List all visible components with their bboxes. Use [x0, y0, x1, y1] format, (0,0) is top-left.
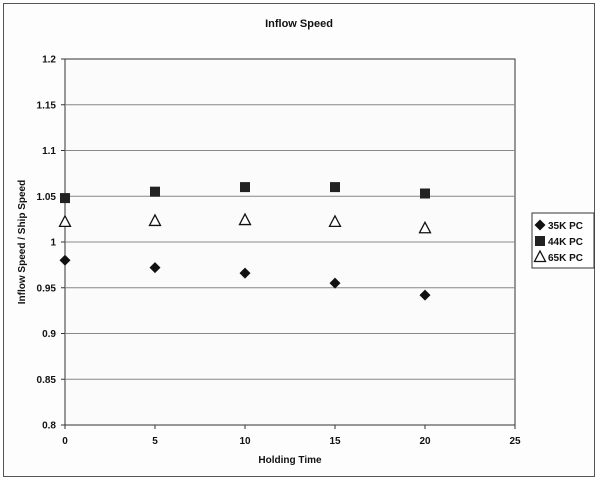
- x-tick-label: 25: [509, 436, 521, 447]
- legend-label: 65K PC: [548, 253, 583, 264]
- data-point: [58, 214, 72, 228]
- y-axis-title: Inflow Speed / Ship Speed: [17, 180, 28, 304]
- legend-label: 35K PC: [548, 221, 583, 232]
- data-point: [239, 267, 251, 279]
- data-point: [238, 212, 252, 226]
- data-point: [420, 188, 430, 199]
- y-tick-label: 1.2: [42, 55, 56, 66]
- y-tick-label: 0.95: [37, 283, 57, 294]
- y-tick-label: 0.8: [42, 421, 56, 432]
- y-tick-label: 0.9: [42, 329, 56, 340]
- x-tick-label: 0: [62, 436, 68, 447]
- y-axis-ticks: 0.8 0.85 0.9 0.95 1 1.05 1.1 1.15 1.2: [37, 55, 65, 432]
- x-axis-ticks: 0 5 10 15 20 25: [62, 425, 521, 447]
- legend-marker: [535, 236, 545, 246]
- y-tick-label: 1: [50, 238, 56, 249]
- data-point: [59, 254, 71, 266]
- data-point: [60, 193, 70, 204]
- data-point: [330, 182, 340, 193]
- legend-items: 35K PC 44K PC 65K PC: [533, 219, 583, 264]
- legend-marker: [534, 219, 546, 231]
- data-markers: [58, 182, 432, 301]
- y-tick-label: 0.85: [37, 375, 57, 386]
- data-point: [418, 220, 432, 234]
- data-point: [150, 186, 160, 197]
- data-point: [149, 262, 161, 274]
- data-point: [148, 213, 162, 227]
- x-tick-label: 20: [419, 436, 431, 447]
- x-tick-label: 5: [152, 436, 158, 447]
- data-point: [329, 277, 341, 289]
- data-point: [240, 182, 250, 193]
- data-point: [419, 289, 431, 301]
- y-tick-label: 1.05: [37, 192, 57, 203]
- gridlines: [65, 104, 515, 380]
- x-tick-label: 15: [329, 436, 341, 447]
- y-tick-label: 1.1: [42, 146, 56, 157]
- x-axis-title: Holding Time: [258, 455, 322, 466]
- y-tick-label: 1.15: [37, 100, 57, 111]
- x-tick-label: 10: [239, 436, 251, 447]
- data-point: [328, 214, 342, 228]
- chart-title: Inflow Speed: [265, 18, 333, 30]
- legend-label: 44K PC: [548, 237, 583, 248]
- legend-marker: [533, 249, 547, 263]
- legend: 35K PC 44K PC 65K PC: [531, 212, 595, 269]
